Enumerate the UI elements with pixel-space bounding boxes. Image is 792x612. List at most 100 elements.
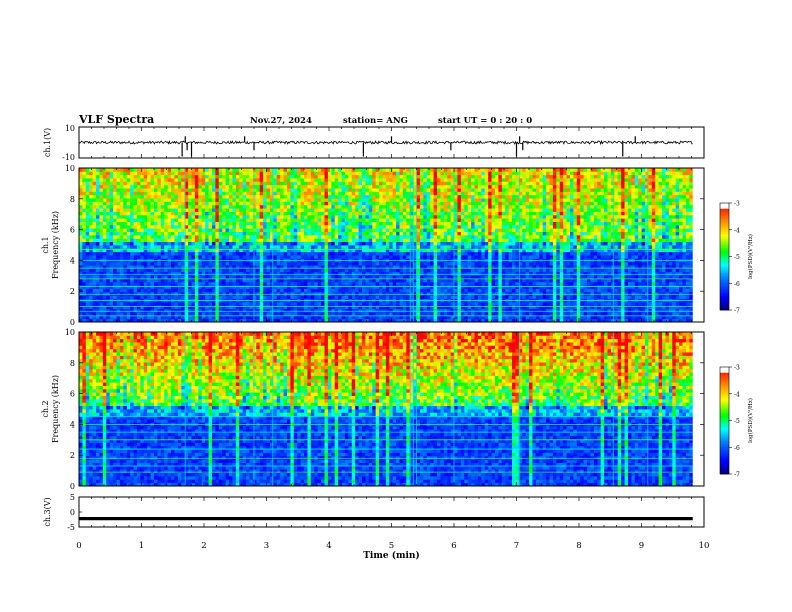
spectrogram-cell: [133, 174, 138, 179]
spectrogram-cell: [392, 171, 397, 176]
spectrogram-cell: [113, 211, 117, 216]
spectrogram-cell: [215, 271, 220, 276]
spectrogram-cell: [136, 281, 141, 286]
spectrogram-cell: [351, 281, 356, 286]
spectrogram-cell: [130, 168, 134, 172]
spectrogram-cell: [331, 211, 336, 216]
spectrogram-cell: [297, 201, 302, 206]
spectrogram-cell: [372, 311, 377, 316]
spectrogram-cell: [82, 168, 87, 172]
spectrogram-cell: [123, 248, 128, 253]
spectrogram-cell: [310, 188, 315, 192]
spectrogram-cell: [396, 268, 400, 273]
spectrogram-cell: [362, 241, 366, 246]
spectrogram-cell: [96, 291, 100, 296]
spectrogram-cell: [259, 255, 264, 259]
spectrogram-cell: [194, 208, 199, 212]
spectrogram-cell: [413, 201, 417, 206]
spectrogram-cell: [242, 295, 247, 299]
spectrogram-cell: [430, 191, 435, 196]
spectrogram-cell: [113, 181, 117, 186]
spectrogram-cell: [232, 291, 237, 296]
spectrogram-cell: [331, 285, 336, 289]
spectrogram-cell: [259, 275, 264, 279]
spectrogram-cell: [409, 198, 414, 202]
spectrogram-cell: [341, 245, 346, 249]
spectrogram-cell: [113, 311, 117, 316]
spectrogram-cell: [348, 281, 353, 286]
spectrogram-cell: [280, 268, 284, 273]
spectrogram-cell: [211, 305, 216, 310]
spectrogram-cell: [433, 208, 438, 212]
spectrogram-cell: [232, 168, 237, 172]
spectrogram-cell: [283, 248, 288, 253]
spectrogram-cell: [252, 181, 257, 186]
spectrogram-cell: [99, 238, 104, 243]
spectrogram-cell: [181, 311, 186, 316]
spectrogram-cell: [362, 201, 366, 206]
spectrogram-cell: [276, 281, 281, 286]
spectrogram-cell: [433, 281, 438, 286]
spectrogram-cell: [89, 265, 94, 269]
spectrogram-cell: [99, 211, 104, 216]
spectrogram-cell: [396, 208, 400, 212]
spectrogram-cell: [208, 178, 213, 182]
spectrogram-cell: [351, 171, 356, 176]
spectrogram-cell: [317, 174, 322, 179]
spectrogram-cell: [208, 211, 213, 216]
spectrogram-cell: [102, 168, 107, 172]
spectrogram-cell: [286, 204, 291, 209]
spectrogram-cell: [191, 241, 196, 246]
spectrogram-cell: [327, 291, 332, 296]
spectrogram-cell: [201, 265, 206, 269]
spectrogram-cell: [171, 224, 175, 229]
spectrogram-cell: [368, 241, 373, 246]
spectrogram-cell: [201, 248, 206, 253]
spectrogram-cell: [389, 231, 394, 236]
spectrogram-cell: [160, 198, 165, 202]
spectrogram-cell: [177, 281, 182, 286]
spectrogram-cell: [416, 291, 421, 296]
spectrogram-cell: [263, 168, 267, 172]
spectrogram-cell: [79, 291, 83, 296]
spectrogram-cell: [362, 308, 366, 313]
spectrogram-cell: [362, 268, 366, 273]
spectrogram-cell: [341, 204, 346, 209]
spectrogram-cell: [409, 221, 414, 226]
spectrogram-cell: [82, 285, 87, 289]
spectrogram-cell: [184, 308, 189, 313]
spectrogram-cell: [399, 181, 404, 186]
spectrogram-cell: [385, 171, 390, 176]
spectrogram-cell: [246, 171, 250, 176]
spectrogram-cell: [396, 234, 400, 239]
spectrogram-cell: [150, 168, 155, 172]
spectrogram-cell: [269, 285, 274, 289]
spectrogram-cell: [399, 291, 404, 296]
spectrogram-cell: [147, 168, 151, 172]
spectrogram-cell: [171, 285, 175, 289]
spectrogram-cell: [276, 224, 281, 229]
spectrogram-cell: [143, 271, 148, 276]
spectrogram-cell: [314, 248, 319, 253]
spectrogram-cell: [92, 168, 97, 172]
spectrogram-cell: [239, 231, 244, 236]
spectrogram-cell: [437, 204, 441, 209]
spectrogram-cell: [177, 178, 182, 182]
spectrogram-cell: [286, 265, 291, 269]
spectrogram-cell: [82, 265, 87, 269]
spectrogram-cell: [324, 248, 329, 253]
spectrogram-cell: [355, 168, 359, 172]
spectrogram-cell: [372, 291, 377, 296]
spectrogram-cell: [310, 311, 315, 316]
spectrogram-cell: [205, 221, 209, 226]
spectrogram-cell: [222, 231, 227, 236]
spectrogram-cell: [334, 201, 339, 206]
spectrogram-cell: [419, 241, 424, 246]
spectrogram-cell: [344, 261, 349, 266]
spectrogram-cell: [116, 204, 121, 209]
spectrogram-cell: [113, 305, 117, 310]
spectrogram-cell: [348, 275, 353, 279]
spectrogram-cell: [143, 204, 148, 209]
spectrogram-cell: [147, 198, 151, 202]
spectrogram-cell: [365, 184, 370, 189]
